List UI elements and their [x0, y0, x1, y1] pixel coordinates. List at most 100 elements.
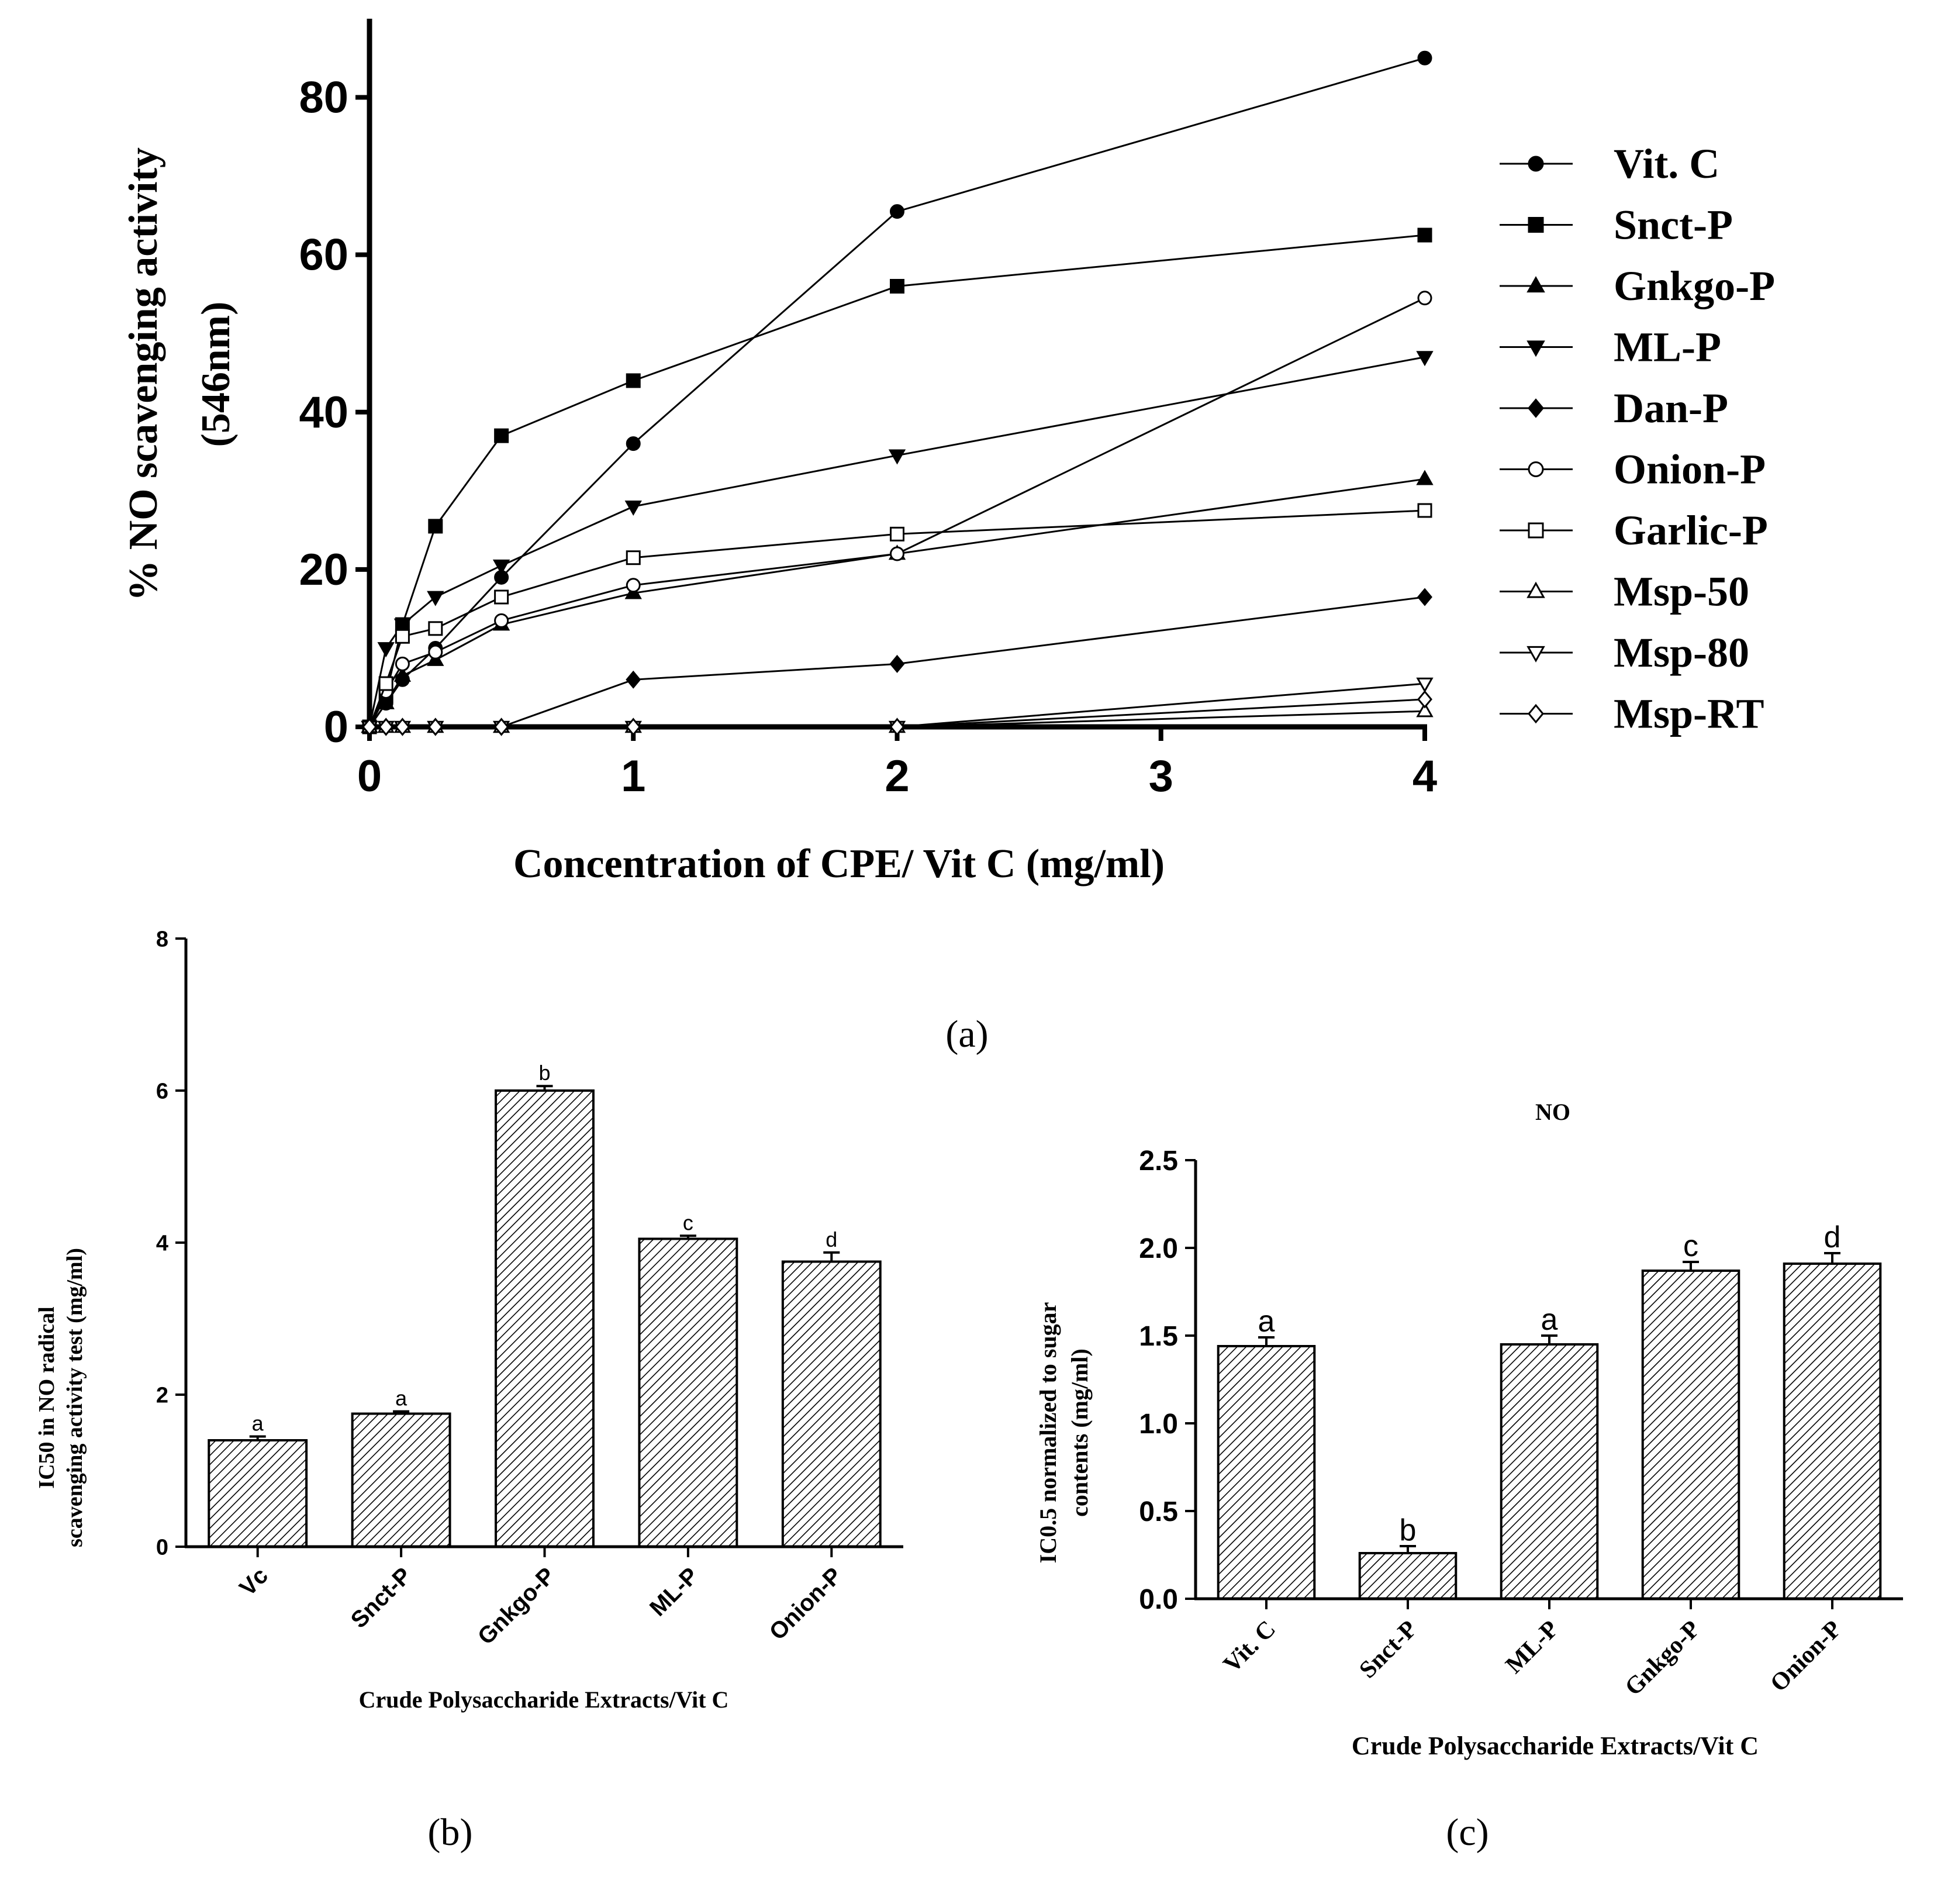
a-legend-item: Snct-P	[1500, 202, 1733, 249]
c-chart-title: NO	[1535, 1099, 1570, 1125]
bar-group: d Onion-P	[765, 1227, 882, 1645]
a-data-point	[626, 550, 641, 565]
y-tick-label: 1.0	[1139, 1409, 1178, 1440]
a-data-point	[1416, 351, 1434, 367]
b-y-axis-title-line1: IC50 in NO radical	[34, 1306, 59, 1488]
bar	[1358, 1552, 1458, 1600]
bar	[208, 1439, 308, 1548]
a-legend-item: Vit. C	[1500, 140, 1719, 187]
a-x-tick-label: 2	[885, 751, 909, 801]
y-tick-label: 1.5	[1139, 1321, 1178, 1352]
a-legend-marker	[1528, 461, 1544, 477]
a-x-tick-label: 3	[1149, 751, 1173, 801]
a-data-point	[890, 526, 904, 541]
a-y-axis-title-line1: % NO scavenging activity	[121, 147, 166, 601]
a-series-line	[368, 478, 1425, 727]
a-legend-item: Onion-P	[1500, 446, 1766, 493]
a-legend-marker	[1527, 581, 1545, 598]
a-data-point	[494, 613, 509, 628]
a-data-point	[427, 718, 443, 736]
bar-group: a ML-P	[1500, 1303, 1599, 1679]
a-data-point	[626, 670, 641, 689]
a-data-point	[494, 428, 509, 443]
category-label: Onion-P	[765, 1562, 847, 1645]
a-data-point	[1417, 227, 1432, 243]
a-legend-label: Dan-P	[1614, 385, 1728, 432]
a-data-point	[378, 676, 393, 691]
bar	[1217, 1345, 1316, 1600]
bar-group: a Vit. C	[1217, 1305, 1316, 1678]
c-y-axis-title-line1: IC0.5 normalized to sugar	[1035, 1302, 1061, 1564]
y-tick-label: 8	[156, 927, 168, 951]
a-data-point	[889, 718, 905, 736]
a-data-point	[378, 718, 394, 736]
a-legend-label: Garlic-P	[1614, 507, 1768, 554]
b-y-axis-title-line2: scavenging activity test (mg/ml)	[63, 1248, 87, 1547]
category-label: ML-P	[645, 1562, 703, 1621]
significance-letter: a	[1258, 1305, 1275, 1339]
significance-letter: b	[538, 1061, 550, 1085]
bar-group: c Gnkgo-P	[1620, 1229, 1740, 1701]
a-data-point	[1416, 702, 1434, 718]
a-series-vit-c	[362, 50, 1432, 734]
a-x-axis-title: Concentration of CPE/ Vit C (mg/ml)	[513, 841, 1165, 887]
a-series-line	[368, 234, 1425, 727]
a-data-point	[624, 500, 642, 516]
a-data-point	[1417, 503, 1432, 518]
a-series-line	[368, 57, 1425, 727]
bar-group: d Onion-P	[1765, 1220, 1882, 1697]
a-x-tick-label: 0	[357, 751, 382, 801]
b-bars: 0 2 4 6 8 a Vc a Snct-P b Gnkgo-P c ML-P d Onion-P	[156, 927, 903, 1650]
a-legend-marker	[1527, 646, 1545, 663]
a-data-point	[889, 654, 905, 673]
a-series-line	[368, 509, 1425, 727]
a-data-point	[626, 373, 641, 388]
a-legend-label: Onion-P	[1614, 446, 1766, 493]
a-legend-item: Dan-P	[1500, 385, 1728, 432]
y-tick-label: 2.5	[1139, 1146, 1178, 1177]
a-legend-marker	[1527, 340, 1545, 357]
category-label: Snct-P	[346, 1562, 417, 1633]
a-legend-label: Snct-P	[1614, 202, 1733, 249]
b-x-axis-title: Crude Polysaccharide Extracts/Vit C	[359, 1686, 729, 1713]
a-data-point	[428, 621, 443, 636]
a-data-point	[377, 694, 395, 709]
a-data-point	[1416, 677, 1434, 693]
a-legend: Vit. C Snct-P Gnkgo-P ML-P Dan-P Onion-P Garli…	[1500, 140, 1775, 737]
a-data-point	[427, 591, 444, 606]
a-y-tick-label: 40	[299, 388, 348, 437]
significance-letter: a	[1541, 1303, 1558, 1337]
a-data-point	[494, 589, 509, 605]
a-legend-item: Msp-RT	[1500, 691, 1764, 737]
a-legend-label: Msp-80	[1614, 629, 1749, 676]
bar	[781, 1260, 882, 1548]
panel-b-bar-chart: 0 2 4 6 8 a Vc a Snct-P b Gnkgo-P c ML-P d Onion-P Cru…	[34, 927, 903, 1854]
a-data-point	[362, 718, 377, 736]
a-data-point	[393, 666, 412, 682]
a-legend-item: Gnkgo-P	[1500, 263, 1775, 309]
a-data-point	[493, 718, 509, 736]
a-data-point	[395, 629, 410, 644]
category-label: ML-P	[1501, 1616, 1564, 1679]
a-legend-label: Vit. C	[1614, 140, 1719, 187]
a-data-point	[888, 449, 906, 465]
a-data-point	[1417, 50, 1432, 65]
a-y-tick-label: 80	[299, 73, 348, 123]
a-data-point	[393, 618, 412, 634]
y-tick-label: 4	[156, 1231, 168, 1255]
bar	[1783, 1263, 1882, 1600]
a-x-tick-label: 1	[621, 751, 645, 801]
a-y-axis-title-line2: (546nm)	[194, 302, 239, 447]
c-bars: 0.0 0.5 1.0 1.5 2.0 2.5 a Vit. C b Snct-P a ML-P c Gn…	[1139, 1146, 1903, 1701]
y-tick-label: 6	[156, 1079, 168, 1103]
a-axes: 0 20 40 60 80 0 1 2 3 4	[299, 19, 1437, 801]
a-y-tick-label: 20	[299, 545, 348, 595]
a-legend-label: ML-P	[1614, 324, 1721, 371]
a-data-point	[890, 546, 904, 561]
category-label: Gnkgo-P	[1620, 1616, 1705, 1701]
a-legend-label: Msp-RT	[1614, 691, 1764, 737]
y-tick-label: 0	[156, 1535, 168, 1560]
a-legend-item: ML-P	[1500, 324, 1721, 371]
category-label: Gnkgo-P	[473, 1562, 560, 1650]
